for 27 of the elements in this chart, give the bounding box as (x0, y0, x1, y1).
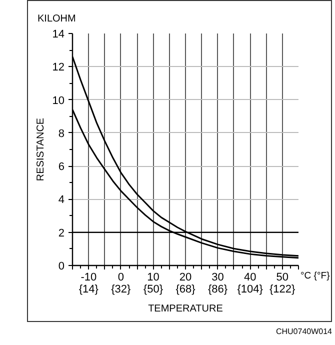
x-tick-label: 10 (147, 272, 160, 284)
y-axis-title: RESISTANCE (35, 118, 46, 182)
y-tick-label: 2 (58, 227, 65, 240)
text: °C {°F} (300, 270, 330, 282)
x2-tick-label: {50} (143, 284, 164, 296)
x2-tick-label: {32} (111, 284, 132, 296)
y-tick-label: 4 (58, 194, 65, 206)
y-tick-label: 8 (58, 128, 65, 140)
x-tick-label: 30 (212, 272, 224, 284)
text: KILOHM (38, 14, 76, 24)
x2-tick-label: {14} (78, 284, 99, 296)
y-tick-label: 6 (58, 161, 65, 174)
x-tick-label: 20 (179, 272, 192, 284)
x2-tick-label: {68} (176, 284, 196, 296)
x-tick-label: -10 (80, 272, 97, 284)
x2-tick-label: {86} (208, 284, 228, 296)
x2-tick-label: {122} (270, 284, 296, 296)
x-axis-title: TEMPERATURE (148, 304, 224, 314)
x-tick-label: 0 (118, 272, 124, 284)
y-tick-label: 0 (58, 260, 65, 272)
y-tick-label: 12 (52, 62, 65, 74)
y-tick-label: 14 (52, 28, 65, 40)
text: CHU0740W014 (276, 326, 332, 338)
x-tick-label: 40 (244, 272, 256, 284)
x-tick-label: 50 (276, 272, 288, 284)
y-tick-label: 10 (52, 94, 65, 107)
x2-tick-label: {104} (237, 284, 264, 296)
